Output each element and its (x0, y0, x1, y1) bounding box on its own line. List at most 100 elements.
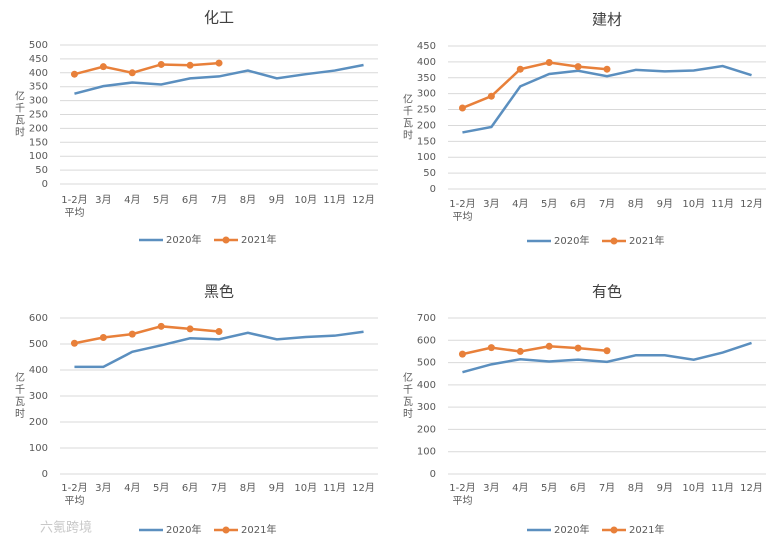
legend-label: 2021年 (629, 234, 664, 247)
y-tick-label: 150 (417, 136, 436, 147)
y-tick-label: 200 (417, 424, 436, 435)
x-tick-label: 12月 (352, 194, 375, 206)
legend-label: 2020年 (554, 523, 589, 536)
x-tick-label: 8月 (240, 482, 256, 494)
x-tick-label: 3月 (95, 194, 111, 206)
legend-label: 2021年 (629, 523, 664, 536)
data-point (186, 325, 194, 333)
y-tick-label: 250 (29, 110, 48, 121)
x-tick-label: 12月 (352, 482, 375, 494)
data-point (215, 328, 223, 336)
x-tick-label: 8月 (628, 482, 644, 494)
y-tick-label: 100 (417, 447, 436, 458)
chart-panel: 黑色 0 100 200 300 400 500 600 亿千瓦时 1-2月平均 3月 4月 5月 6月 7… (15, 283, 378, 536)
data-point (99, 63, 107, 71)
data-point (128, 69, 136, 77)
y-axis-label: 亿千瓦时 (403, 371, 413, 420)
data-point (458, 104, 466, 112)
y-tick-label: 100 (29, 443, 48, 454)
x-tick-label: 5月 (153, 194, 169, 206)
x-tick-label: 4月 (512, 198, 528, 210)
x-tick-label: 6月 (570, 482, 586, 494)
data-point (545, 342, 553, 350)
legend-label: 2020年 (166, 523, 201, 536)
x-tick-label: 7月 (599, 482, 615, 494)
data-line (74, 63, 364, 95)
x-tick-label: 9月 (269, 482, 285, 494)
y-tick-label: 350 (29, 82, 48, 93)
y-tick-label: 0 (430, 469, 436, 480)
chart-panel: 建材 0 50 100 150 200 250 300 350 400 450 亿千瓦时 1-2月平均 3… (403, 11, 766, 247)
y-tick-label: 200 (417, 120, 436, 131)
x-tick-label: 5月 (153, 482, 169, 494)
y-tick-label: 500 (29, 40, 48, 51)
x-tick-label: 9月 (657, 482, 673, 494)
y-tick-label: 0 (42, 469, 48, 480)
x-tick-label: 11月 (323, 482, 346, 494)
data-point (128, 330, 136, 338)
x-tick-label: 6月 (570, 198, 586, 210)
x-tick-label: 10月 (682, 482, 705, 494)
x-tick-label: 5月 (541, 482, 557, 494)
y-tick-label: 300 (29, 391, 48, 402)
y-tick-label: 600 (417, 335, 436, 346)
x-tick-label: 12月 (740, 482, 763, 494)
data-line (74, 325, 220, 345)
x-tick-label: 3月 (483, 482, 499, 494)
y-tick-label: 300 (29, 96, 48, 107)
x-tick-label: 9月 (269, 194, 285, 206)
data-point (603, 65, 611, 73)
x-tick-label: 7月 (211, 482, 227, 494)
legend-label: 2021年 (241, 233, 276, 246)
x-tick-label: 6月 (182, 482, 198, 494)
x-tick-label: 1-2月平均 (449, 482, 475, 507)
y-tick-label: 150 (29, 137, 48, 148)
y-tick-label: 0 (42, 179, 48, 190)
data-point (157, 60, 165, 68)
legend-marker (222, 236, 230, 244)
x-tick-label: 4月 (124, 194, 140, 206)
y-tick-label: 500 (417, 358, 436, 369)
y-tick-label: 400 (417, 380, 436, 391)
x-tick-label: 11月 (711, 482, 734, 494)
data-point (545, 59, 553, 67)
y-tick-label: 300 (417, 402, 436, 413)
data-line (462, 345, 608, 356)
data-point (574, 63, 582, 71)
x-tick-label: 10月 (294, 482, 317, 494)
y-tick-label: 400 (29, 68, 48, 79)
x-tick-label: 11月 (711, 198, 734, 210)
x-tick-label: 4月 (512, 482, 528, 494)
x-tick-label: 1-2月平均 (449, 198, 475, 223)
data-point (603, 347, 611, 355)
y-tick-label: 250 (417, 105, 436, 116)
data-line (462, 341, 752, 374)
x-tick-label: 12月 (740, 198, 763, 210)
x-tick-label: 7月 (211, 194, 227, 206)
data-point (516, 347, 524, 355)
y-tick-label: 700 (417, 313, 436, 324)
y-axis-label: 亿千瓦时 (15, 90, 25, 139)
y-tick-label: 400 (29, 365, 48, 376)
y-tick-label: 100 (417, 152, 436, 163)
x-tick-label: 8月 (240, 194, 256, 206)
x-tick-label: 3月 (95, 482, 111, 494)
legend-marker (222, 526, 230, 534)
y-tick-label: 500 (29, 339, 48, 350)
y-tick-label: 200 (29, 417, 48, 428)
legend-label: 2020年 (166, 233, 201, 246)
data-line (461, 61, 608, 110)
y-tick-label: 600 (29, 313, 48, 324)
watermark: 六氪跨境 (40, 520, 92, 536)
y-tick-label: 350 (417, 73, 436, 84)
data-point (215, 59, 223, 67)
data-point (157, 322, 165, 330)
chart-panel: 化工 0 50 100 150 200 250 300 350 400 450 500 亿千瓦时 1-2月… (15, 9, 378, 246)
y-axis-label: 亿千瓦时 (15, 371, 25, 420)
data-point (99, 334, 107, 341)
chart-title: 有色 (592, 283, 622, 301)
x-tick-label: 10月 (294, 194, 317, 206)
data-point (458, 350, 466, 358)
data-point (186, 61, 194, 69)
